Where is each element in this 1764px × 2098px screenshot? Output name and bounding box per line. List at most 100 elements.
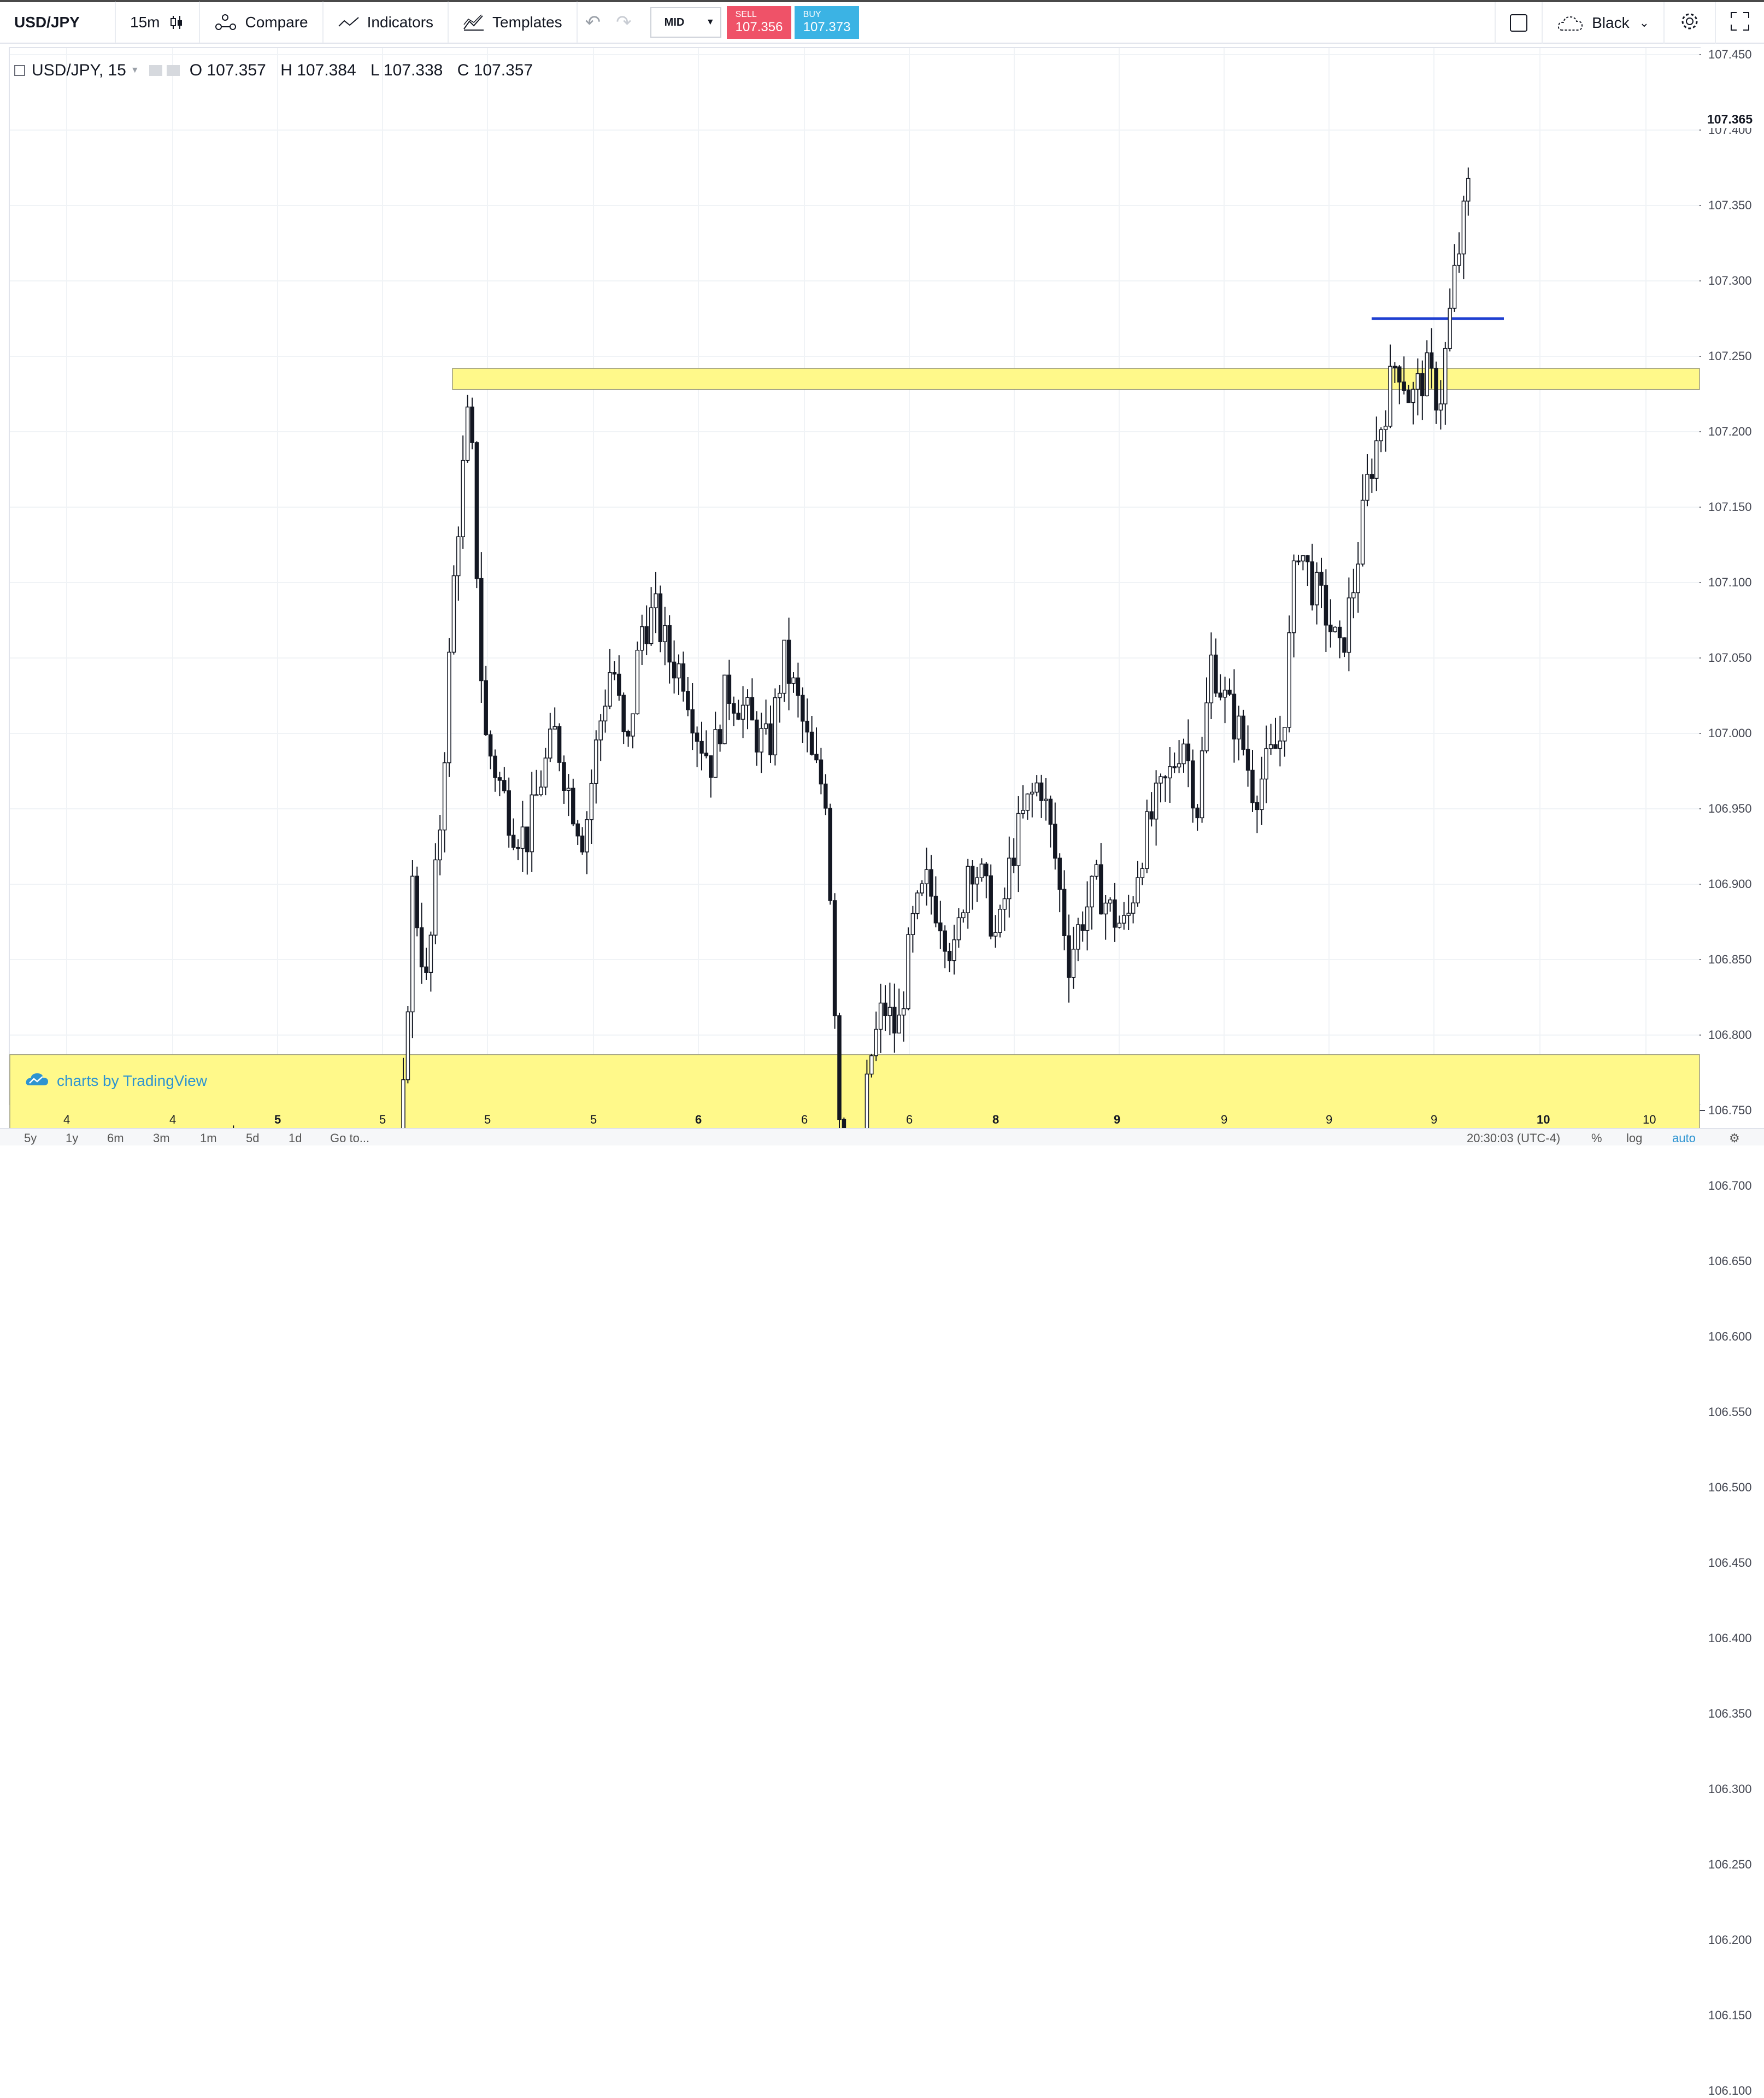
auto-toggle[interactable]: auto <box>1672 1131 1696 1145</box>
candle-body <box>1016 813 1021 866</box>
undo-button[interactable]: ↶ <box>578 2 609 43</box>
candle-body <box>419 927 424 968</box>
price-label: 106.550 <box>1708 1405 1752 1419</box>
range-1d[interactable]: 1d <box>289 1131 302 1145</box>
range-1m[interactable]: 1m <box>200 1131 217 1145</box>
candle-body <box>1172 766 1177 768</box>
candle-body <box>488 734 493 757</box>
log-toggle[interactable]: log <box>1626 1131 1643 1145</box>
candle-body <box>562 762 566 791</box>
candle-body <box>732 703 736 714</box>
candle-body <box>511 835 516 848</box>
time-label: 10 <box>1643 1113 1656 1126</box>
candle-body <box>1126 913 1131 916</box>
candle-body <box>479 578 484 681</box>
indicators-button[interactable]: Indicators <box>324 2 449 43</box>
fullscreen-button[interactable] <box>1715 2 1764 44</box>
chevron-down-icon[interactable]: ▼ <box>130 66 139 75</box>
candle-body <box>740 704 745 720</box>
candle-body <box>461 460 465 537</box>
candle-body <box>736 713 740 720</box>
buy-price: 107.373 <box>803 20 851 34</box>
open-value: O 107.357 <box>189 61 266 79</box>
eye-icon[interactable] <box>149 65 162 76</box>
candle-body <box>548 728 552 759</box>
candle-body <box>1411 389 1415 403</box>
candle-body <box>516 847 520 849</box>
settings-button[interactable] <box>1663 2 1715 44</box>
fullscreen-icon <box>1730 11 1750 35</box>
price-source-select[interactable]: MID ▼ <box>650 7 721 38</box>
candle-body <box>1273 744 1278 749</box>
candlestick-chart[interactable] <box>0 0 1764 1145</box>
interval-button[interactable]: 15m <box>116 2 201 43</box>
candle-body <box>663 625 667 642</box>
candle-body <box>1461 201 1466 255</box>
candle-body <box>1057 857 1062 890</box>
candle-body <box>1218 692 1222 698</box>
chevron-down-icon: ▼ <box>705 17 715 27</box>
tradingview-cloud-icon <box>25 1071 49 1090</box>
collapse-icon[interactable] <box>14 65 25 76</box>
candle-body <box>1255 802 1260 810</box>
candle-body <box>1030 791 1034 795</box>
candle-body <box>405 1011 410 1080</box>
candle-body <box>828 808 832 901</box>
candle-body <box>484 680 488 736</box>
range-5d[interactable]: 5d <box>246 1131 260 1145</box>
range-3m[interactable]: 3m <box>153 1131 170 1145</box>
candle-body <box>635 649 640 714</box>
percent-toggle[interactable]: % <box>1591 1131 1602 1145</box>
redo-button[interactable]: ↷ <box>608 2 639 43</box>
goto-button[interactable]: Go to... <box>330 1131 370 1145</box>
tradingview-watermark[interactable]: charts by TradingView <box>25 1071 207 1090</box>
candle-body <box>1080 924 1085 931</box>
candle-body <box>621 695 626 732</box>
range-6m[interactable]: 6m <box>107 1131 124 1145</box>
buy-button[interactable]: BUY 107.373 <box>794 6 859 39</box>
interval-label: 15m <box>130 14 160 31</box>
range-5y[interactable]: 5y <box>24 1131 37 1145</box>
candle-body <box>575 823 580 837</box>
candle-body <box>644 626 649 644</box>
layout-button[interactable] <box>1495 2 1542 44</box>
candle-body <box>1222 690 1227 698</box>
candle-body <box>433 859 438 936</box>
watermark-label: charts by TradingView <box>57 1072 207 1089</box>
candle-body <box>1232 694 1237 740</box>
price-axis[interactable] <box>1701 47 1764 1105</box>
candle-body <box>525 826 530 853</box>
range-1y[interactable]: 1y <box>66 1131 79 1145</box>
candle-body <box>1012 857 1016 866</box>
time-label: 4 <box>63 1113 70 1126</box>
sell-button[interactable]: SELL 107.356 <box>726 6 791 39</box>
time-label: 6 <box>906 1113 913 1126</box>
candle-body <box>814 754 819 761</box>
candle-body <box>915 892 920 914</box>
candle-body <box>961 912 966 919</box>
candles-icon <box>168 14 185 31</box>
theme-label: Black <box>1592 14 1630 31</box>
clock-readout: 20:30:03 (UTC-4) <box>1467 1131 1561 1145</box>
candle-body <box>1420 373 1425 397</box>
price-label: 106.700 <box>1708 1179 1752 1192</box>
square-icon <box>1510 14 1528 32</box>
settings-icon[interactable] <box>166 65 180 76</box>
gear-icon[interactable]: ⚙ <box>1729 1131 1740 1145</box>
low-value: L 107.338 <box>370 61 443 79</box>
candle-body <box>1090 875 1094 908</box>
candle-body <box>534 794 539 796</box>
symbol-search[interactable]: USD/JPY <box>0 2 116 43</box>
candle-body <box>1117 922 1122 928</box>
candle-body <box>1159 776 1163 784</box>
theme-button[interactable]: Black ⌄ <box>1542 2 1663 44</box>
candle-body <box>1306 555 1310 562</box>
price-label: 106.950 <box>1708 802 1752 815</box>
time-label: 5 <box>590 1113 597 1126</box>
candle-body <box>1149 811 1154 820</box>
candle-body <box>874 1029 878 1056</box>
candle-body <box>1053 824 1057 859</box>
compare-button[interactable]: Compare <box>200 2 324 43</box>
templates-button[interactable]: Templates <box>449 2 578 43</box>
candle-body <box>819 759 824 785</box>
